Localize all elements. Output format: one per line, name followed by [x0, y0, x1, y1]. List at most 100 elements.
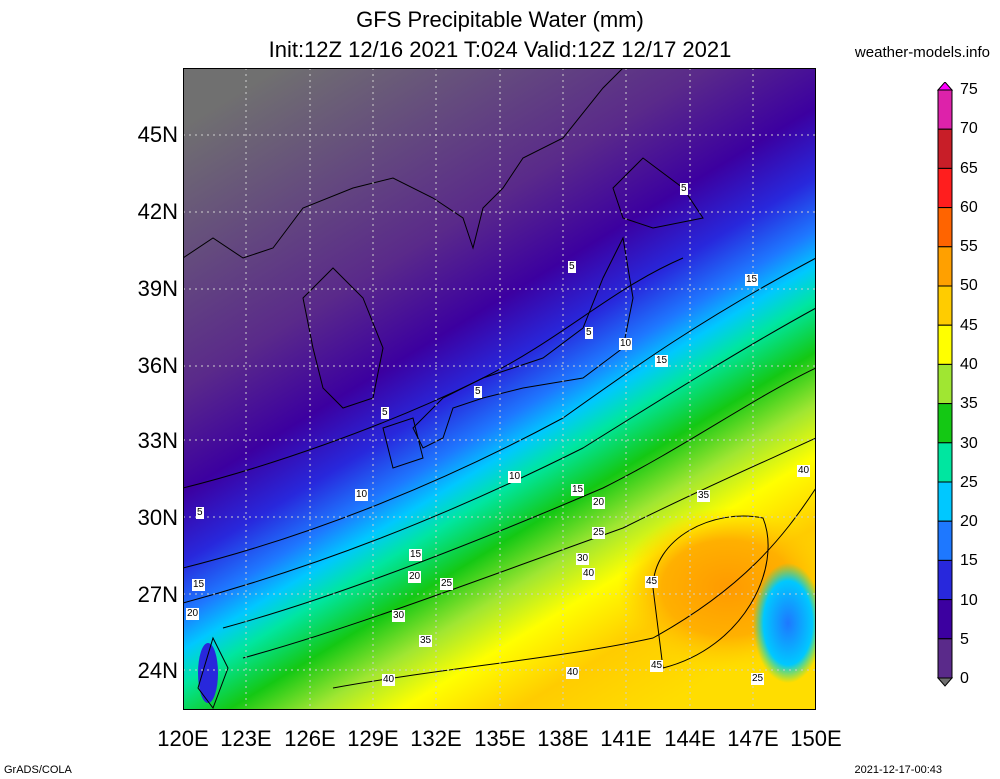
colorbar-swatch	[937, 246, 953, 287]
taiwan-low-area	[198, 643, 218, 703]
lon-label: 135E	[474, 726, 526, 751]
colorbar-label: 75	[960, 81, 978, 98]
map-subtitle: Init:12Z 12/16 2021 T:024 Valid:12Z 12/1…	[268, 37, 732, 62]
colorbar-label: 10	[960, 592, 978, 609]
colorbar-cap-bottom	[936, 677, 954, 687]
colorbar-label: 65	[960, 160, 978, 177]
contour-label: 25	[440, 578, 454, 590]
colorbar-label: 0	[960, 670, 969, 687]
colorbar-swatch	[937, 520, 953, 561]
contour-label: 10	[619, 338, 633, 350]
contour-label: 15	[745, 274, 759, 286]
contour-label: 10	[355, 489, 369, 501]
lat-label: 45N	[137, 122, 178, 147]
lon-label: 132E	[410, 726, 462, 751]
colorbar-label: 55	[960, 238, 978, 255]
lon-label: 147E	[727, 726, 779, 751]
footer-credit: GrADS/COLA	[4, 764, 72, 776]
colorbar-label: 40	[960, 356, 978, 373]
contour-label: 15	[571, 484, 585, 496]
colorbar-swatch	[937, 363, 953, 405]
contour-label: 40	[797, 465, 811, 477]
hokkaido-coast	[612, 157, 704, 229]
colorbar-label: 35	[960, 395, 978, 412]
colorbar-label: 25	[960, 474, 978, 491]
lon-label: 144E	[664, 726, 716, 751]
taiwan-coast	[197, 636, 229, 710]
contour-40	[332, 487, 816, 689]
lat-label: 27N	[137, 582, 178, 607]
lat-label: 30N	[137, 505, 178, 530]
colorbar-label: 50	[960, 277, 978, 294]
contour-label: 5	[585, 327, 593, 339]
kyushu-coast	[382, 417, 424, 469]
lon-label: 120E	[157, 726, 209, 751]
contour-label: 30	[576, 553, 590, 565]
contour-label: 40	[382, 674, 396, 686]
colorbar-swatch	[937, 207, 953, 248]
contour-label: 45	[645, 576, 659, 588]
colorbar-swatch	[937, 167, 953, 209]
colorbar-label: 20	[960, 513, 978, 530]
contour-label: 5	[381, 407, 389, 419]
asia-coast	[183, 68, 624, 259]
contour-label: 40	[582, 568, 596, 580]
contour-label: 30	[392, 610, 406, 622]
colorbar-label: 45	[960, 317, 978, 334]
contour-label: 10	[508, 471, 522, 483]
graticule	[183, 68, 816, 710]
low-moisture-pocket	[753, 563, 816, 683]
colorbar-label: 30	[960, 435, 978, 452]
honshu-coast	[412, 236, 634, 449]
colorbar-swatch	[937, 89, 953, 130]
colorbar-swatch	[937, 638, 953, 679]
lon-label: 126E	[284, 726, 336, 751]
lon-label: 138E	[537, 726, 589, 751]
colorbar-swatch	[937, 128, 953, 169]
contour-label: 15	[409, 549, 423, 561]
contour-label: 5	[474, 386, 482, 398]
contour-45	[652, 515, 769, 669]
contour-label: 25	[592, 527, 606, 539]
colorbar-swatch	[937, 403, 953, 444]
contour-15	[183, 257, 816, 569]
colorbar-swatch	[937, 285, 953, 326]
contour-label: 40	[566, 667, 580, 679]
lon-label: 141E	[600, 726, 652, 751]
lat-label: 42N	[137, 199, 178, 224]
contour-20	[183, 307, 816, 604]
contour-label: 35	[697, 490, 711, 502]
contour-label: 45	[650, 660, 664, 672]
map-title: GFS Precipitable Water (mm)	[356, 7, 644, 32]
contour-label: 5	[568, 261, 576, 273]
lat-label: 24N	[137, 658, 178, 683]
lon-label: 150E	[790, 726, 842, 751]
colorbar-swatch	[937, 324, 953, 365]
colorbar	[936, 82, 954, 687]
colorbar-cap-top	[936, 82, 954, 91]
contour-35	[242, 437, 816, 659]
contour-label: 25	[751, 673, 765, 685]
lon-label: 123E	[220, 726, 272, 751]
site-label: weather-models.info	[854, 44, 990, 61]
colorbar-swatch	[937, 559, 953, 601]
contour-label: 5	[680, 183, 688, 195]
colorbar-label: 5	[960, 631, 969, 648]
colorbar-label: 60	[960, 199, 978, 216]
contour-label: 20	[592, 497, 606, 509]
contour-label: 15	[655, 355, 669, 367]
footer-timestamp: 2021-12-17-00:43	[854, 764, 942, 776]
colorbar-swatch	[937, 442, 953, 483]
lat-label: 39N	[137, 276, 178, 301]
contour-25	[222, 367, 816, 629]
contour-label: 5	[196, 507, 204, 519]
contour-label: 35	[419, 635, 433, 647]
contour-label: 20	[408, 571, 422, 583]
colorbar-label: 15	[960, 552, 978, 569]
map-frame	[183, 68, 816, 710]
colorbar-swatch	[937, 481, 953, 522]
contour-label: 20	[186, 608, 200, 620]
lon-label: 129E	[347, 726, 399, 751]
contour-label: 15	[192, 579, 206, 591]
lat-label: 36N	[137, 353, 178, 378]
